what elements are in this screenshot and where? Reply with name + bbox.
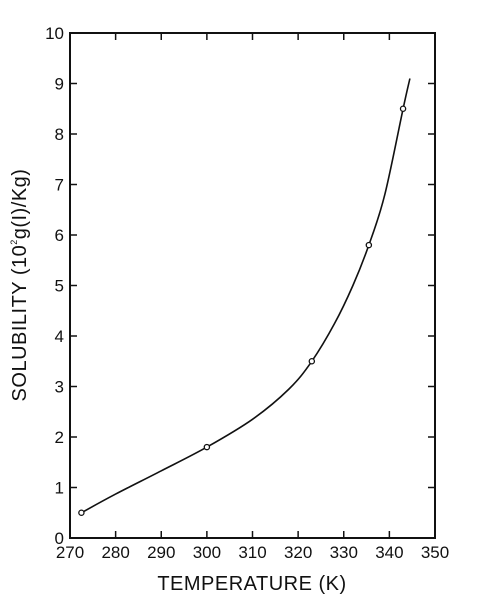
y-tick-label: 3 [55,378,64,397]
y-axis-title: SOLUBILITY (102g(I)/Kg) [9,169,31,402]
data-point [308,357,316,365]
y-tick-label: 9 [55,75,64,94]
x-axis-tick-labels: 270 280 290 300 310 320 330 340 350 [56,543,449,562]
y-axis-title-exponent: 2 [9,239,19,245]
y-axis-title-prefix: SOLUBILITY (10 [9,245,31,402]
data-point [399,105,407,113]
y-axis-ticks [70,82,435,489]
fit-curve [81,78,411,514]
y-tick-label: 0 [55,529,64,548]
y-tick-label: 10 [45,24,64,43]
x-axis-title: TEMPERATURE (K) [157,573,346,595]
data-point [78,509,85,516]
y-tick-label: 7 [55,176,64,195]
x-tick-label: 270 [56,543,84,562]
y-tick-label: 6 [55,226,64,245]
x-tick-label: 330 [330,543,358,562]
y-tick-label: 4 [55,327,64,346]
y-tick-label: 1 [55,479,64,498]
y-tick-label: 2 [55,428,64,447]
data-point [203,443,211,451]
x-tick-label: 350 [421,543,449,562]
y-tick-label: 8 [55,125,64,144]
x-tick-label: 340 [375,543,403,562]
x-tick-label: 320 [284,543,312,562]
y-tick-label: 5 [55,277,64,296]
x-tick-label: 290 [147,543,175,562]
plot-frame [69,32,436,539]
data-points [78,105,407,516]
x-tick-label: 310 [238,543,266,562]
y-axis-tick-labels: 0 1 2 3 4 5 6 7 8 9 10 [45,24,64,548]
y-axis-title-suffix: g(I)/Kg) [9,169,31,240]
x-tick-label: 280 [101,543,129,562]
data-point [365,241,373,249]
x-axis-ticks [114,33,391,538]
x-tick-label: 300 [193,543,221,562]
